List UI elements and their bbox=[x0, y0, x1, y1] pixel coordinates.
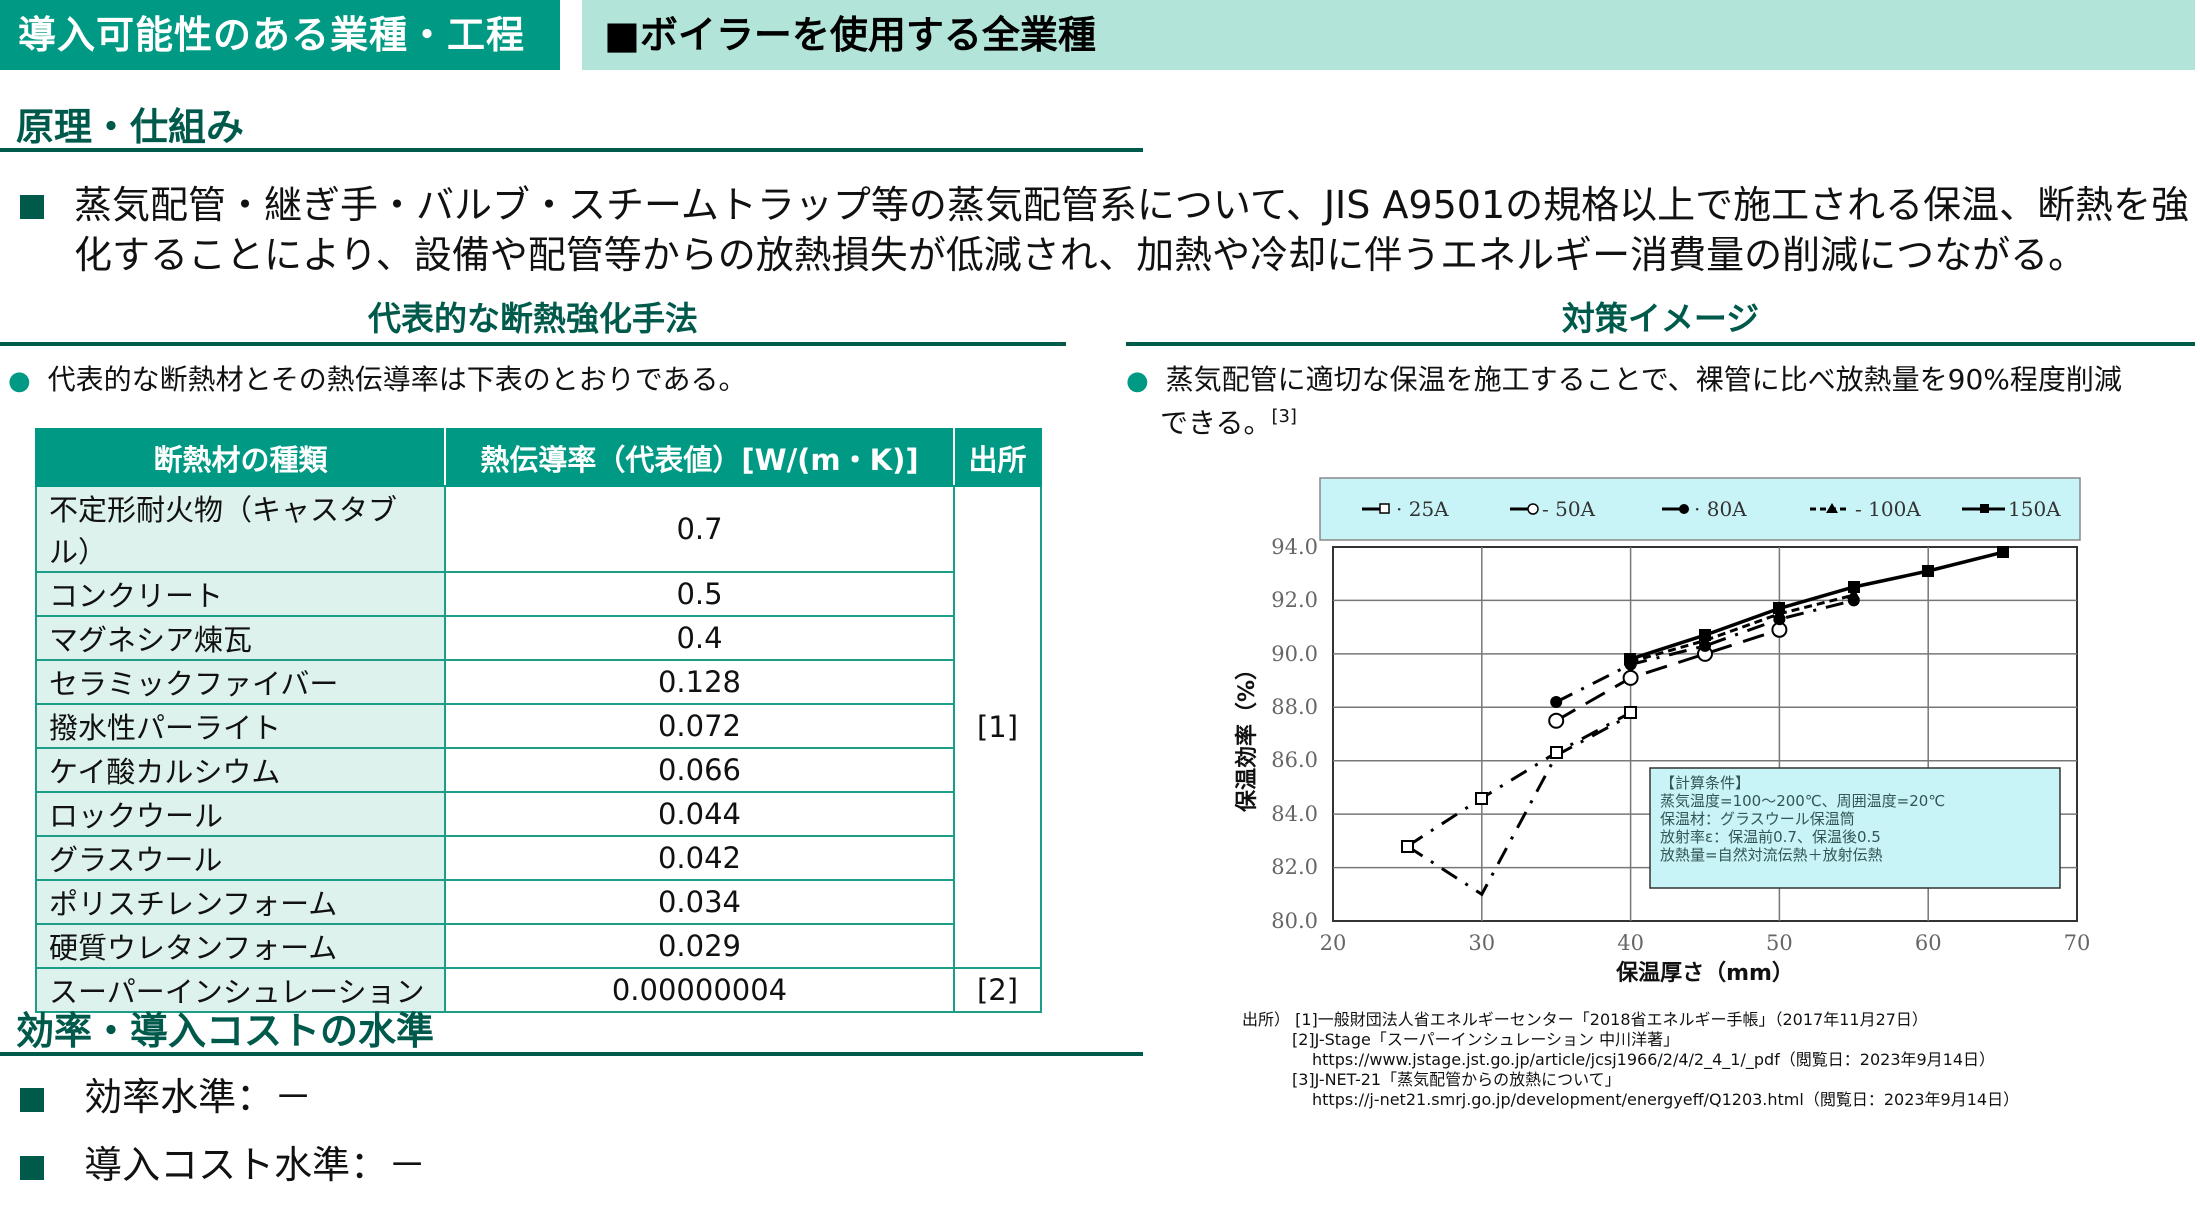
col-header-material: 断熱材の種類 bbox=[35, 428, 446, 487]
efficiency-level: 効率水準：－ bbox=[20, 1072, 312, 1122]
source-2: [2]J-Stage「スーパーインシュレーション 中川洋著」 bbox=[1292, 1030, 1680, 1049]
source-3-url[interactable]: https://j-net21.smrj.go.jp/development/e… bbox=[1312, 1090, 2020, 1109]
svg-text:94.0: 94.0 bbox=[1271, 535, 1318, 559]
svg-text:放射率ε：保温前0.7、保温後0.5: 放射率ε：保温前0.7、保温後0.5 bbox=[1660, 828, 1881, 846]
svg-text:70: 70 bbox=[2064, 931, 2091, 955]
cost-level: 導入コスト水準：－ bbox=[20, 1140, 426, 1190]
calc-conditions-box bbox=[1649, 767, 2061, 889]
svg-text:蒸気温度=100～200℃、周囲温度=20℃: 蒸気温度=100～200℃、周囲温度=20℃ bbox=[1660, 792, 1945, 810]
bullet-dot-icon: ● bbox=[1126, 366, 1149, 396]
svg-text:92.0: 92.0 bbox=[1271, 588, 1318, 612]
image-title: 対策イメージ bbox=[1561, 299, 1760, 338]
svg-text:· 80A: · 80A bbox=[1694, 497, 1747, 521]
col-header-conductivity: 熱伝導率（代表値）[W/(m・K)] bbox=[444, 428, 955, 487]
image-bullet: ● 蒸気配管に適切な保温を施工することで、裸管に比べ放熱量を90%程度削減 でき… bbox=[1126, 363, 2122, 440]
conductivity-table: 断熱材の種類 熱伝導率（代表値）[W/(m・K)] 出所 不定形耐火物（キャスタ… bbox=[35, 428, 1042, 1013]
svg-text:90.0: 90.0 bbox=[1271, 642, 1318, 666]
table-row: マグネシア煉瓦 0.4 bbox=[35, 615, 1041, 661]
square-bullet-icon bbox=[20, 1155, 44, 1180]
svg-text:60: 60 bbox=[1915, 931, 1942, 955]
bullet-dot-icon: ● bbox=[8, 366, 31, 396]
legend-50a: - 50A bbox=[1510, 497, 1596, 521]
methods-title: 代表的な断熱強化手法 bbox=[368, 299, 698, 338]
levels-title: 効率・導入コストの水準 bbox=[16, 1009, 435, 1053]
insulation-efficiency-chart: · 25A - 50A · 80A - 100A 150A bbox=[1210, 470, 2110, 990]
table-row: 撥水性パーライト 0.072 bbox=[35, 703, 1041, 749]
table-row: ポリスチレンフォーム 0.034 bbox=[35, 879, 1041, 925]
table-row: スーパーインシュレーション 0.00000004 [2] bbox=[35, 967, 1042, 1013]
table-row: 不定形耐火物（キャスタブル） 0.7 [1] bbox=[35, 485, 1042, 969]
x-axis-ticks: 20 30 40 50 60 70 bbox=[1320, 931, 2091, 955]
svg-text:50: 50 bbox=[1766, 931, 1793, 955]
table-row: 硬質ウレタンフォーム 0.029 bbox=[35, 923, 1041, 969]
industry-label: 導入可能性のある業種・工程 bbox=[0, 0, 560, 70]
svg-text:20: 20 bbox=[1320, 931, 1347, 955]
legend-150a: 150A bbox=[1962, 497, 2061, 521]
svg-text:放熱量=自然対流伝熱＋放射伝熱: 放熱量=自然対流伝熱＋放射伝熱 bbox=[1660, 846, 1883, 864]
svg-text:84.0: 84.0 bbox=[1271, 802, 1318, 826]
col-header-source: 出所 bbox=[953, 428, 1042, 487]
y-axis-ticks: 80.0 82.0 84.0 86.0 88.0 90.0 92.0 94.0 bbox=[1271, 535, 1318, 933]
table-row: ケイ酸カルシウム 0.066 bbox=[35, 747, 1041, 793]
square-bullet-icon bbox=[20, 195, 44, 219]
methods-bullet-text: 代表的な断熱材とその熱伝導率は下表のとおりである。 bbox=[47, 363, 747, 396]
source-cell: [1] bbox=[953, 485, 1042, 969]
source-2-url[interactable]: https://www.jstage.jst.go.jp/article/jcs… bbox=[1312, 1050, 1996, 1069]
table-row: セラミックファイバー 0.128 bbox=[35, 659, 1041, 705]
reference-marker: [3] bbox=[1271, 406, 1297, 427]
table-row: グラスウール 0.042 bbox=[35, 835, 1041, 881]
methods-divider bbox=[0, 342, 1066, 346]
methods-bullet: ● 代表的な断熱材とその熱伝導率は下表のとおりである。 bbox=[8, 362, 746, 399]
calc-conditions-text: 【計算条件】 蒸気温度=100～200℃、周囲温度=20℃ 保温材：グラスウール… bbox=[1660, 774, 1945, 864]
principle-divider bbox=[0, 148, 1143, 152]
svg-text:30: 30 bbox=[1468, 931, 1495, 955]
principle-text-line2: 化することにより、設備や配管等からの放熱損失が低減され、加熱や冷却に伴うエネルギ… bbox=[74, 233, 2087, 277]
svg-text:【計算条件】: 【計算条件】 bbox=[1660, 774, 1750, 792]
levels-divider bbox=[0, 1052, 1143, 1056]
chart-legend bbox=[1319, 477, 2081, 541]
square-bullet-icon bbox=[20, 1087, 44, 1112]
table-row: ロックウール 0.044 bbox=[35, 791, 1041, 837]
image-divider bbox=[1126, 342, 2195, 346]
legend-100a: - 100A bbox=[1810, 497, 1921, 521]
series-150a bbox=[1624, 546, 2009, 665]
svg-text:· 25A: · 25A bbox=[1396, 497, 1449, 521]
legend-25a: · 25A bbox=[1362, 497, 1449, 521]
y-axis-title: 保温効率（%） bbox=[1234, 658, 1260, 813]
sources-label: 出所） bbox=[1242, 1010, 1291, 1029]
svg-text:- 50A: - 50A bbox=[1542, 497, 1596, 521]
principle-title: 原理・仕組み bbox=[16, 105, 245, 149]
svg-text:150A: 150A bbox=[2008, 497, 2061, 521]
svg-text:- 100A: - 100A bbox=[1855, 497, 1921, 521]
svg-text:86.0: 86.0 bbox=[1271, 748, 1318, 772]
x-axis-title: 保温厚さ（mm） bbox=[1615, 961, 1794, 986]
source-3: [3]J-NET-21「蒸気配管からの放熱について」 bbox=[1292, 1070, 1621, 1089]
industry-value: ■ボイラーを使用する全業種 bbox=[582, 0, 2195, 70]
svg-text:82.0: 82.0 bbox=[1271, 855, 1318, 879]
svg-text:80.0: 80.0 bbox=[1271, 909, 1318, 933]
source-cell: [2] bbox=[953, 967, 1042, 1013]
svg-text:保温材：グラスウール保温筒: 保温材：グラスウール保温筒 bbox=[1660, 810, 1855, 828]
table-row: コンクリート 0.5 bbox=[35, 571, 1041, 617]
svg-text:88.0: 88.0 bbox=[1271, 695, 1318, 719]
series-25a bbox=[1401, 706, 1637, 897]
svg-text:40: 40 bbox=[1617, 931, 1644, 955]
sources-block: 出所） [1]一般財団法人省エネルギーセンター「2018省エネルギー手帳」（20… bbox=[1242, 1010, 1928, 1029]
legend-80a: · 80A bbox=[1662, 497, 1747, 521]
principle-text-line1: 蒸気配管・継ぎ手・バルブ・スチームトラップ等の蒸気配管系について、JIS A95… bbox=[74, 183, 2190, 227]
